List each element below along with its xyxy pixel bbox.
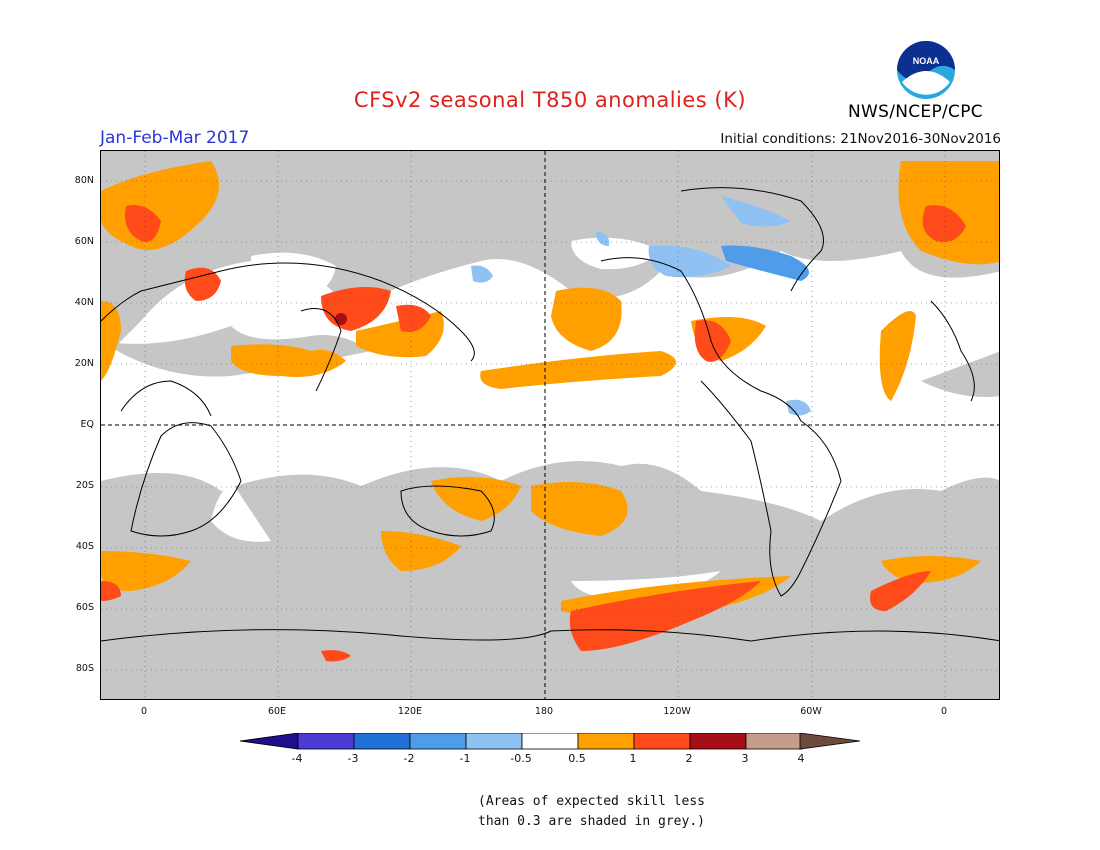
warm-anomaly-0.5-1: [101, 161, 999, 616]
lat-label: 40S: [75, 541, 94, 552]
lon-label: 120E: [397, 706, 423, 717]
colorbar-label: 3: [741, 752, 749, 765]
colorbar-segment: [689, 733, 747, 750]
coastlines: [101, 187, 999, 642]
footnote-line: (Areas of expected skill less: [478, 794, 705, 809]
lat-label: 80N: [74, 175, 94, 186]
lat-label: 40N: [74, 297, 94, 308]
colorbar-segment: [633, 733, 691, 750]
svg-text:NOAA: NOAA: [913, 56, 940, 66]
lat-label: EQ: [80, 419, 94, 430]
lon-label: 60E: [267, 706, 287, 717]
footnote-line: than 0.3 are shaded in grey.): [478, 814, 705, 829]
lat-label: 20S: [75, 480, 94, 491]
colorbar-label: 4: [797, 752, 805, 765]
initial-conditions: Initial conditions: 21Nov2016-30Nov2016: [720, 131, 1001, 147]
lat-lon-grid: [101, 151, 999, 699]
anomaly-map: [100, 150, 1000, 700]
colorbar-label: -2: [403, 752, 415, 765]
colorbar-label: -4: [291, 752, 303, 765]
colorbar-segments: [297, 733, 803, 750]
lon-label: 120W: [663, 706, 691, 717]
colorbar-segment: [577, 733, 635, 750]
lat-label: 60S: [75, 602, 94, 613]
colorbar-segment: [297, 733, 355, 750]
forecast-period: Jan-Feb-Mar 2017: [100, 128, 250, 148]
lon-label: 60W: [800, 706, 822, 717]
colorbar-arrow-right: [799, 733, 861, 750]
lon-label: 0: [940, 706, 948, 717]
cold-anomaly-light: [471, 196, 811, 416]
colorbar-label: -3: [347, 752, 359, 765]
colorbar-label: 1: [629, 752, 637, 765]
colorbar-segment: [353, 733, 411, 750]
lat-label: 80S: [75, 663, 94, 674]
lat-label: 20N: [74, 358, 94, 369]
colorbar-segment: [745, 733, 803, 750]
colorbar-arrow-left: [240, 733, 299, 750]
noaa-logo: NOAA: [897, 41, 955, 99]
colorbar-label: -1: [459, 752, 471, 765]
cold-anomaly-medium: [721, 245, 809, 281]
colorbar-label: 2: [685, 752, 693, 765]
lat-label: 60N: [74, 236, 94, 247]
map-title: CFSv2 seasonal T850 anomalies (K): [353, 88, 747, 112]
agency-label: NWS/NCEP/CPC: [848, 102, 983, 122]
colorbar-label: -0.5: [510, 752, 532, 765]
colorbar-label: 0.5: [568, 752, 586, 765]
lon-label: 0: [140, 706, 148, 717]
colorbar-segment: [521, 733, 579, 750]
colorbar-segment: [409, 733, 467, 750]
anomaly-map-canvas: [101, 151, 999, 699]
colorbar: [240, 733, 861, 750]
skill-footnote: (Areas of expected skill less than 0.3 a…: [478, 792, 705, 832]
lon-label: 180: [534, 706, 554, 717]
warm-anomaly-2-3: [335, 313, 347, 325]
colorbar-segment: [465, 733, 523, 750]
